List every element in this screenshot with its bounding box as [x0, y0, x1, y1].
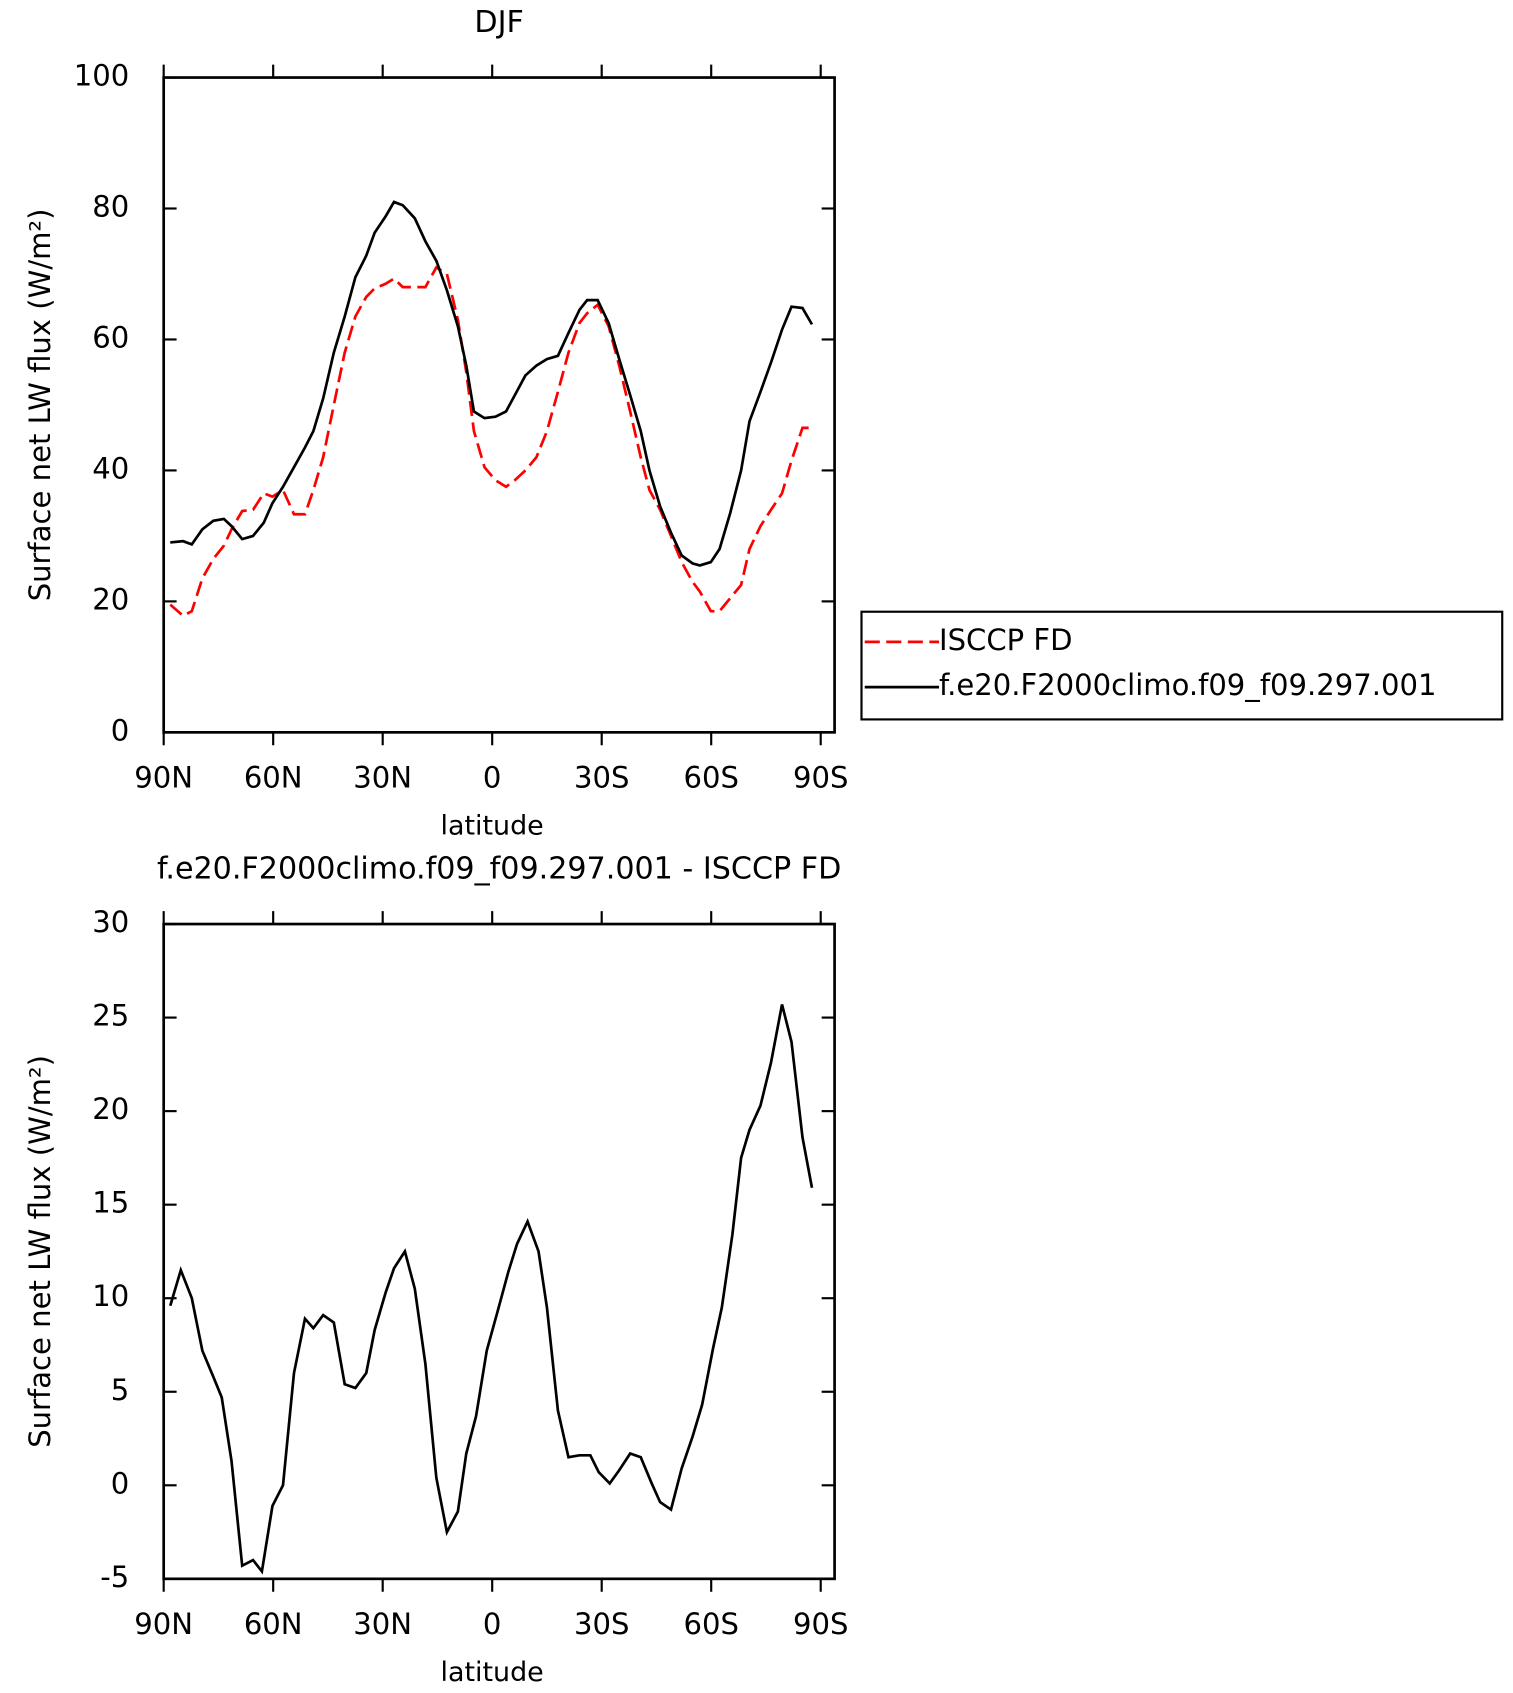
- y-tick-label: 40: [92, 451, 129, 485]
- legend-label: ISCCP FD: [939, 623, 1072, 657]
- chart-title: f.e20.F2000climo.f09_f09.297.001 - ISCCP…: [157, 852, 841, 887]
- x-tick-label: 60N: [244, 761, 303, 795]
- series-line: [170, 200, 814, 567]
- x-tick-label: 0: [483, 1607, 501, 1641]
- legend-label: f.e20.F2000climo.f09_f09.297.001: [939, 668, 1436, 702]
- y-tick-label: -5: [100, 1560, 129, 1594]
- x-tick-label: 30N: [353, 1607, 412, 1641]
- y-tick-label: 10: [92, 1279, 129, 1313]
- x-tick-label: 90S: [793, 761, 848, 795]
- y-tick-label: 0: [111, 713, 129, 747]
- x-tick-label: 90N: [134, 1607, 193, 1641]
- y-tick-label: 0: [111, 1466, 129, 1500]
- x-tick-label: 60N: [244, 1607, 303, 1641]
- series-line: [169, 265, 812, 618]
- x-tick-label: 90S: [793, 1607, 848, 1641]
- y-tick-label: 20: [92, 1092, 129, 1126]
- series-line: [168, 1004, 814, 1575]
- x-axis-label: latitude: [441, 1657, 544, 1688]
- x-axis-label: latitude: [441, 811, 544, 842]
- plot-frame: [162, 76, 836, 734]
- x-tick-label: 30N: [353, 761, 412, 795]
- y-axis-label: Surface net LW flux (W/m²): [23, 209, 57, 602]
- y-tick-label: 80: [92, 190, 129, 224]
- chart-title: DJF: [474, 5, 523, 40]
- x-tick-label: 30S: [574, 1607, 629, 1641]
- x-tick-label: 0: [483, 761, 501, 795]
- x-tick-label: 60S: [683, 1607, 738, 1641]
- y-tick-label: 20: [92, 582, 129, 616]
- y-tick-label: 15: [92, 1186, 129, 1220]
- y-tick-label: 5: [111, 1373, 129, 1407]
- y-tick-label: 25: [92, 999, 129, 1033]
- y-tick-label: 100: [74, 59, 129, 93]
- y-tick-label: 30: [92, 905, 129, 939]
- x-tick-label: 60S: [683, 761, 738, 795]
- x-tick-label: 30S: [574, 761, 629, 795]
- plot-frame: [162, 922, 836, 1581]
- y-tick-label: 60: [92, 320, 129, 354]
- y-axis-label: Surface net LW flux (W/m²): [23, 1055, 57, 1448]
- x-tick-label: 90N: [134, 761, 193, 795]
- legend-box: [860, 610, 1504, 721]
